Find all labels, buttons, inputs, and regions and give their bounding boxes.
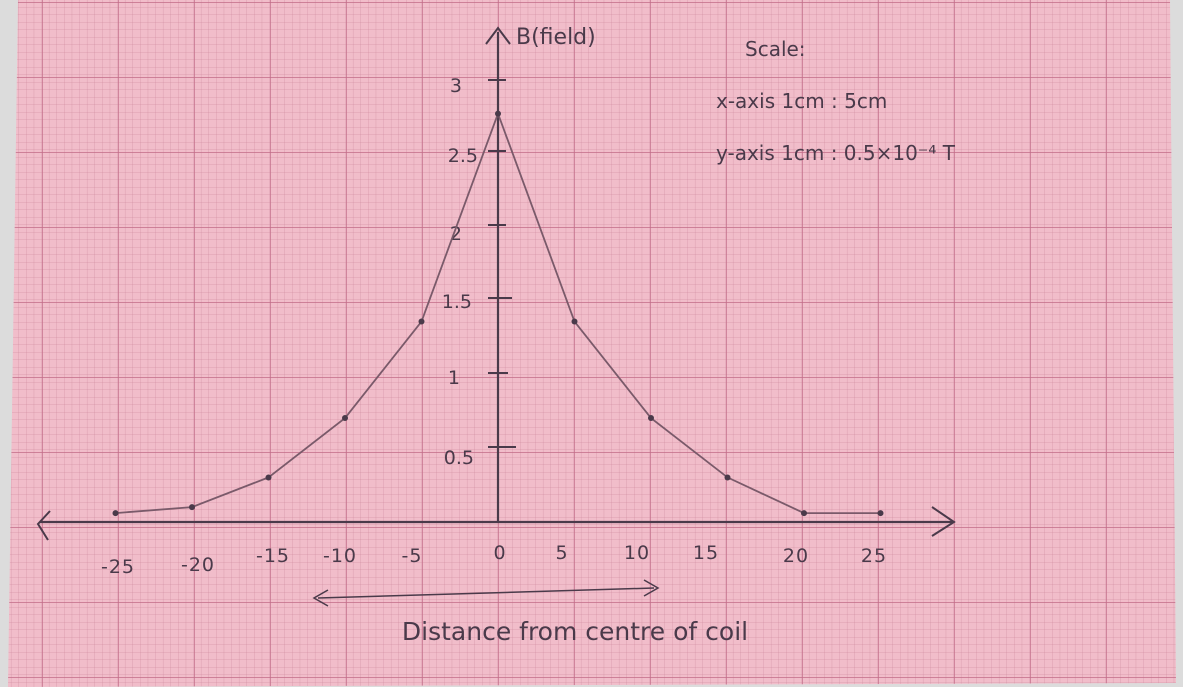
plot-area	[112, 110, 884, 517]
scale-y-note: y-axis 1cm : 0.5×10⁻⁴ T	[716, 141, 956, 165]
y-axis-label: B(field)	[516, 25, 596, 50]
x-tick-label: 5	[555, 542, 568, 564]
x-tick-labels: -25 -20 -15 -10 -5 0 5 10 15 20 25	[101, 542, 887, 578]
x-tick-label: -20	[181, 554, 215, 576]
scale-x-note: x-axis 1cm : 5cm	[716, 89, 887, 113]
y-tick-label: 2.5	[448, 145, 478, 167]
x-axis-label-arrow	[317, 587, 655, 599]
scale-heading: Scale:	[745, 37, 806, 61]
x-axis-label-arrow-left-head	[312, 589, 329, 607]
y-tick-label: 0.5	[444, 447, 474, 469]
x-tick-label: -25	[101, 556, 135, 578]
x-tick-label: 15	[693, 542, 719, 564]
data-point	[877, 510, 884, 517]
data-point	[265, 474, 272, 481]
x-tick-label: -5	[402, 545, 423, 567]
x-tick-label: 10	[624, 542, 650, 564]
x-tick-label: 25	[861, 545, 887, 567]
y-tick-label: 1.5	[442, 291, 472, 313]
x-axis-label: Distance from centre of coil	[402, 617, 748, 646]
data-point	[571, 318, 578, 325]
data-point	[112, 510, 119, 517]
x-axis-arrow-left	[36, 510, 51, 541]
x-tick-label: 20	[783, 545, 809, 567]
data-point	[801, 510, 807, 517]
y-tick-label: 2	[450, 223, 462, 245]
x-axis-label-arrow-right-head	[643, 579, 660, 597]
y-tick-marks	[488, 79, 516, 448]
data-point	[342, 415, 348, 422]
y-tick-label: 1	[448, 367, 460, 389]
data-point	[189, 504, 195, 511]
data-point	[724, 474, 731, 481]
scale-annotation: Scale: x-axis 1cm : 5cm y-axis 1cm : 0.5…	[716, 37, 956, 165]
x-tick-label: -10	[323, 545, 357, 567]
y-axis-arrow	[485, 26, 511, 45]
y-tick-label: 3	[450, 75, 462, 97]
x-tick-label: -15	[256, 545, 290, 567]
x-axis-arrow-right	[931, 506, 956, 537]
y-tick-labels: 0.5 1 1.5 2 2.5 3	[442, 75, 478, 469]
data-point	[648, 415, 654, 422]
data-point	[495, 110, 501, 117]
data-point	[418, 318, 425, 325]
x-tick-label: 0	[493, 542, 506, 564]
